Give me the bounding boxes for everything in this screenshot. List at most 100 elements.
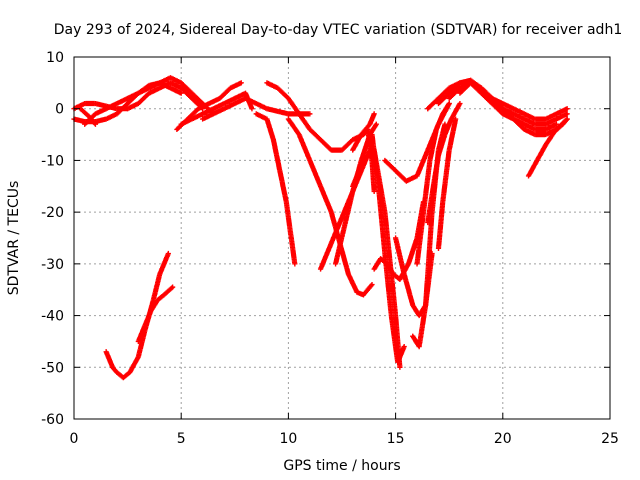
data-point [560,121,566,127]
data-point [135,90,141,96]
data-point [221,100,227,107]
data-point [285,95,291,101]
data-point [395,359,401,365]
data-point [114,106,120,112]
data-point [155,297,161,303]
series-arc-6 [135,284,176,345]
data-point [521,116,527,122]
data-point [270,137,276,143]
data-point [328,240,334,246]
data-point [174,126,180,132]
data-point [307,126,313,132]
data-point [420,209,427,215]
data-point [377,256,384,262]
data-point [397,276,403,282]
data-point [178,85,184,91]
data-point [200,111,206,117]
data-point [189,95,195,101]
data-point [360,292,367,298]
data-point [382,250,388,257]
data-point [170,284,176,290]
data-point [367,121,373,127]
data-point [360,131,367,138]
series-arc-30 [525,116,570,179]
data-point [339,147,345,153]
data-point [146,85,152,91]
data-point [350,147,356,153]
data-point [146,90,152,96]
data-point [135,100,141,107]
data-point [410,333,416,339]
y-axis-label: SDTVAR / TECUs [6,181,22,296]
series-arc-28 [446,80,559,132]
series-fill-markers [255,111,298,265]
data-point [103,106,109,112]
data-point [120,375,126,381]
data-point [264,80,270,86]
data-point [521,121,527,127]
y-tick-label: -40 [41,309,64,325]
data-point [551,129,557,135]
data-point [521,111,527,117]
data-point [440,199,446,205]
data-point [296,131,302,138]
data-point [440,111,446,117]
data-point [135,338,141,345]
data-point [500,111,506,117]
data-point [242,90,249,96]
data-point [405,261,412,267]
data-point [221,106,227,112]
x-tick-label: 5 [177,431,186,447]
data-point [431,178,437,184]
data-point [232,100,238,107]
data-point [275,108,281,114]
data-point [446,100,452,107]
data-point [393,168,399,174]
data-point [365,126,371,132]
data-point [510,106,517,112]
data-point [543,142,549,148]
x-tick-label: 15 [387,431,405,447]
data-point [350,183,356,189]
data-point [369,131,375,138]
data-point [296,111,302,117]
data-point [114,369,120,376]
data-point [489,100,495,107]
data-point [500,106,506,112]
data-point [371,188,377,195]
data-point [285,111,291,117]
data-point [200,116,206,122]
data-point [446,90,452,96]
data-point [125,106,131,112]
data-point [388,312,394,319]
data-point [317,137,324,143]
y-tick-label: 0 [55,102,64,118]
data-point [189,90,195,96]
data-point [127,369,133,376]
plot-frame [73,56,611,420]
series-arc-12 [285,116,375,298]
series-arc-10 [253,111,298,267]
data-point [161,292,167,298]
data-point [189,116,195,122]
data-point [167,85,174,91]
data-point [401,344,407,350]
data-point [287,230,294,236]
x-axis-label: GPS time / hours [283,458,400,474]
x-tick-label: 0 [70,431,79,447]
data-point [390,271,397,277]
data-point [332,261,339,267]
data-point [457,90,463,96]
data-point [157,271,163,277]
y-tick-label: -60 [41,412,64,428]
data-point [92,100,99,107]
data-point [446,95,452,101]
data-point [543,126,549,132]
series-arc-24 [425,100,463,226]
y-tick-label: -20 [41,205,64,221]
series-arc-9 [200,95,313,122]
data-point [446,147,452,153]
data-point [543,121,549,127]
data-point [157,85,163,91]
series-arc-18 [369,131,407,365]
